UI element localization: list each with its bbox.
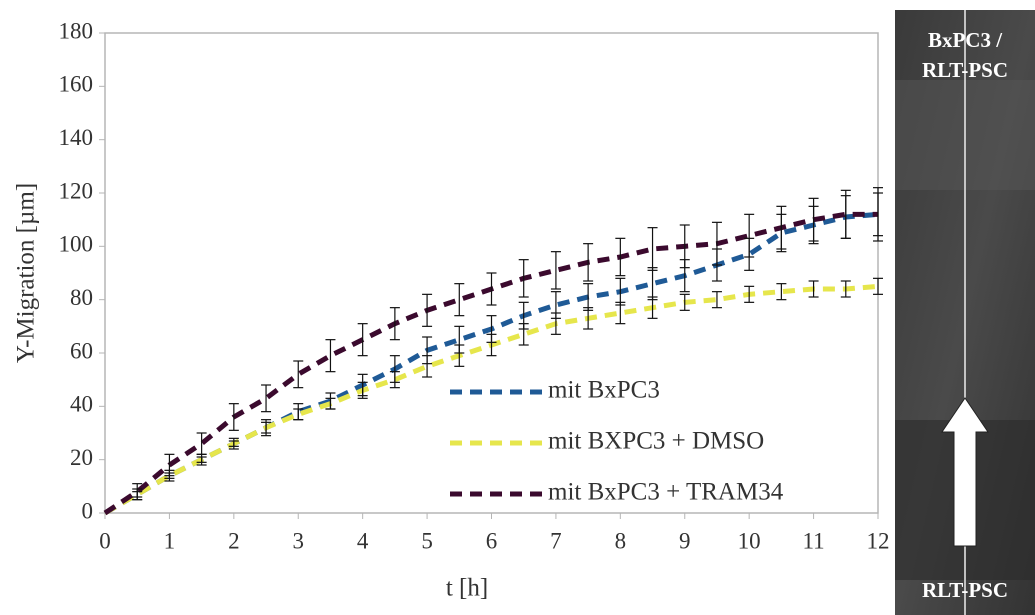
error-bar [228, 403, 239, 431]
image-label: RLT-PSC [922, 578, 1008, 602]
error-bar [711, 221, 722, 266]
legend-label: mit BXPC3 + DMSO [548, 428, 764, 455]
x-tick-label: 8 [615, 528, 627, 553]
error-bar [711, 291, 722, 309]
error-bar [454, 283, 465, 317]
y-tick-label: 180 [59, 18, 94, 43]
error-bar [647, 296, 658, 319]
error-bar [615, 301, 626, 325]
error-bar [550, 251, 561, 290]
error-bar [518, 323, 529, 346]
error-bar [293, 360, 304, 389]
error-bar [486, 272, 497, 306]
error-bar [808, 280, 819, 298]
error-bar [389, 307, 400, 341]
y-tick-label: 100 [59, 232, 94, 257]
error-bar [422, 355, 433, 378]
y-tick-label: 40 [70, 392, 93, 417]
x-tick-label: 12 [867, 528, 890, 553]
error-bar [840, 189, 851, 239]
error-bar [389, 371, 400, 389]
x-tick-label: 0 [99, 528, 111, 553]
x-tick-label: 9 [679, 528, 691, 553]
x-tick-label: 2 [228, 528, 240, 553]
error-bar [808, 197, 819, 242]
error-bar [164, 453, 175, 477]
error-bar [679, 293, 690, 311]
error-bar [293, 408, 304, 421]
y-tick-label: 160 [59, 72, 94, 97]
series-line [103, 211, 878, 516]
error-bar [261, 384, 272, 413]
error-bar [228, 440, 239, 447]
image-label: RLT-PSC [922, 58, 1008, 82]
error-bar [132, 483, 143, 501]
error-bar [196, 456, 207, 463]
x-tick-label: 4 [357, 528, 369, 553]
y-tick-label: 80 [70, 285, 93, 310]
error-bar [422, 293, 433, 327]
x-tick-label: 1 [164, 528, 176, 553]
y-tick-label: 60 [70, 338, 93, 363]
y-tick-label: 140 [59, 125, 94, 150]
error-bar [776, 283, 787, 301]
error-bar [518, 259, 529, 298]
error-bar [647, 227, 658, 271]
error-bar [325, 339, 336, 373]
x-tick-label: 7 [550, 528, 562, 553]
arrow [941, 397, 989, 547]
error-bar [583, 307, 594, 330]
x-tick-label: 3 [293, 528, 305, 553]
x-tick-label: 10 [738, 528, 761, 553]
error-bar [357, 323, 368, 357]
error-bar [454, 344, 465, 367]
series-line [103, 211, 879, 516]
x-axis-title: t [h] [446, 575, 488, 602]
x-tick-label: 5 [421, 528, 433, 553]
error-bar [744, 285, 755, 303]
y-tick-label: 20 [70, 445, 93, 470]
error-bar [261, 421, 272, 434]
error-bar [873, 187, 883, 242]
legend-label: mit BxPC3 [548, 377, 660, 404]
x-tick-label: 11 [803, 528, 825, 553]
error-bar [840, 280, 851, 298]
y-axis-title: Y-Migration [µm] [13, 183, 40, 363]
error-bar [776, 205, 787, 250]
error-bar [615, 237, 626, 277]
error-bar [325, 397, 336, 410]
error-bar [550, 312, 561, 335]
error-bar [744, 213, 755, 258]
error-bar [873, 277, 883, 295]
error-bar [679, 224, 690, 269]
x-tick-label: 6 [486, 528, 498, 553]
micrograph: BxPC3 / RLT-PSC RLT-PSC [895, 10, 1035, 615]
legend-label: mit BxPC3 + TRAM34 [548, 479, 784, 506]
y-tick-label: 120 [59, 178, 94, 203]
error-bar [486, 333, 497, 357]
error-bar [196, 432, 207, 455]
error-bar [357, 381, 368, 399]
y-tick-label: 0 [82, 498, 94, 523]
image-label: BxPC3 / [928, 28, 1003, 52]
error-bar [583, 243, 594, 282]
